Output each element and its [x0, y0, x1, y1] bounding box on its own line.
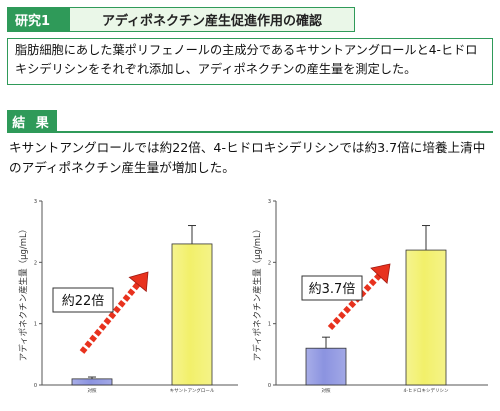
y-tick-label: 1 [268, 322, 271, 328]
y-tick-label: 2 [34, 260, 37, 266]
section-title: アディポネクチン産生促進作用の確認 [69, 7, 355, 32]
section-tag-label: 研究1 [15, 14, 51, 29]
bar [305, 347, 347, 386]
result-tag-label: 結 果 [12, 115, 52, 131]
y-tick-label: 3 [34, 199, 37, 205]
chart-left: 0 1 2 3 アディポネクチン産生量（μg/mL） 対照 キサントアングロール 約22倍 [0, 192, 250, 407]
result-description: キサントアングロールでは約22倍、4-ヒドロキシデリシンでは約3.7倍に培養上清… [9, 140, 486, 175]
trend-arrow-head [370, 263, 391, 285]
chart-left-svg: 0 1 2 3 アディポネクチン産生量（μg/mL） 対照 キサントアングロール 約22倍 [18, 199, 238, 394]
y-tick-label: 1 [34, 322, 37, 328]
chart-right: 0 1 2 3 アディポネクチン産生量（μg/mL） 対照 4-ヒドロキシデリシン 約3.7倍 [250, 192, 500, 407]
study-description-box: 脂肪細胞にあした葉ポリフェノールの主成分であるキサントアングロールと4-ヒドロキ… [7, 38, 493, 85]
bar [405, 249, 447, 386]
y-tick-label: 0 [268, 383, 271, 389]
bar [171, 243, 213, 386]
y-axis-label: アディポネクチン産生量（μg/mL） [252, 225, 263, 362]
study-description: 脂肪細胞にあした葉ポリフェノールの主成分であるキサントアングロールと4-ヒドロキ… [15, 43, 478, 76]
result-tag: 結 果 [7, 110, 57, 132]
category-label: キサントアングロール [170, 387, 215, 394]
y-tick-label: 3 [268, 199, 271, 205]
y-axis-label: アディポネクチン産生量（μg/mL） [18, 225, 29, 362]
chart-right-svg: 0 1 2 3 アディポネクチン産生量（μg/mL） 対照 4-ヒドロキシデリシン 約3.7倍 [252, 199, 488, 394]
bar [71, 378, 113, 386]
trend-arrow-head [128, 271, 149, 293]
annotation-label: 約22倍 [62, 294, 105, 309]
annotation-box [52, 287, 114, 313]
category-label: 対照 [322, 387, 331, 394]
result-divider [7, 131, 493, 133]
section-tag: 研究1 [7, 7, 69, 32]
category-label: 4-ヒドロキシデリシン [404, 387, 449, 394]
trend-arrow-shaft [327, 273, 382, 331]
y-tick-label: 0 [34, 383, 37, 389]
annotation-label: 約3.7倍 [309, 282, 356, 297]
category-label: 対照 [88, 387, 97, 394]
y-tick-label: 2 [268, 260, 271, 266]
result-text: キサントアングロールでは約22倍、4-ヒドロキシデリシンでは約3.7倍に培養上清… [9, 138, 489, 180]
section-title-label: アディポネクチン産生促進作用の確認 [101, 14, 323, 29]
annotation-box [301, 275, 363, 301]
